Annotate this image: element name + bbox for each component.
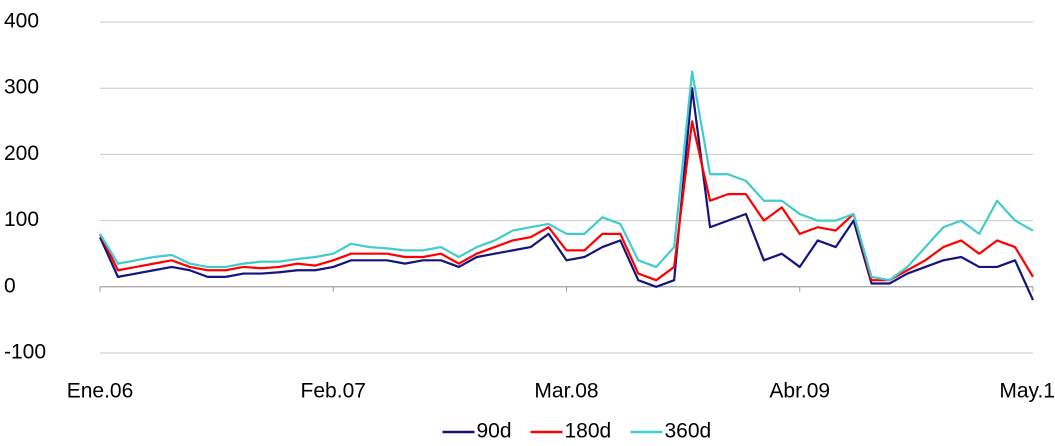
y-tick-label: 200 [4,142,39,165]
legend-label: 90d [477,420,512,443]
legend-label: 360d [665,420,712,443]
x-tick-label: Ene.06 [67,380,134,403]
y-tick-label: 0 [4,274,16,297]
legend-label: 180d [565,420,612,443]
y-tick-label: -100 [4,341,46,364]
x-tick-label: Abr.09 [769,380,830,403]
y-tick-label: 100 [4,208,39,231]
y-tick-label: 400 [4,10,39,33]
series-line [98,87,1035,301]
x-tick-label: Mar.08 [534,380,598,403]
x-tick-label: Feb.07 [301,380,366,403]
x-tick-label: May.10 [999,380,1055,403]
series-line [99,120,1034,282]
series-line [99,70,1034,282]
y-tick-label: 300 [4,76,39,99]
